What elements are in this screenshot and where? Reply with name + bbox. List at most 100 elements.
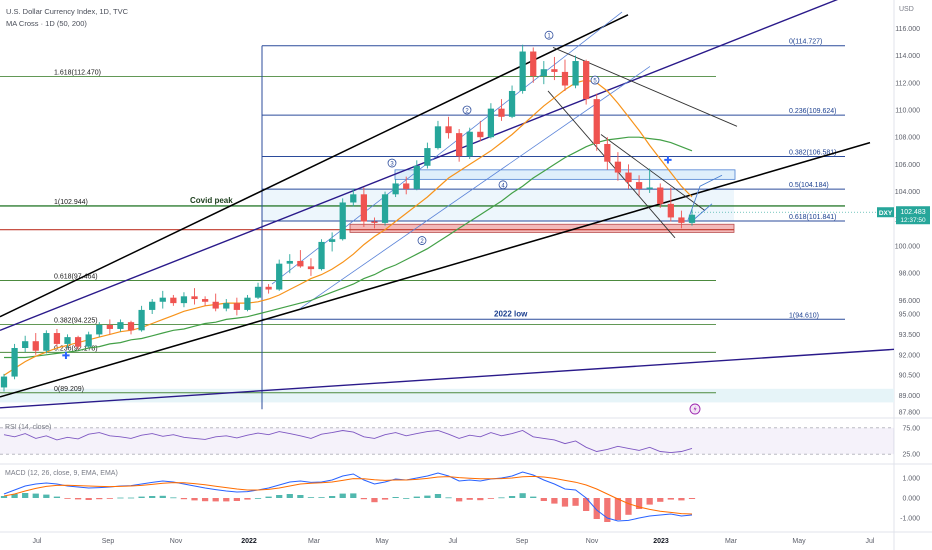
candle [392,179,399,198]
left-fib-label: 1.618(112.470) [54,69,101,76]
macd-histogram-bar [561,498,569,507]
time-axis-label: May [375,538,389,545]
alert-icon-bolt [693,405,697,413]
symbol-title[interactable]: U.S. Dollar Currency Index, 1D, TVC [6,7,128,16]
wave-label-text: 1 [547,34,551,40]
candle-body [0,376,8,388]
macd-histogram-bar [233,498,240,501]
candle-body [265,286,272,290]
macd-histogram-bar [117,497,124,499]
candle-body [635,182,643,189]
price-tag-countdown: 12:37:50 [900,217,926,224]
rising-channel-bottom [299,66,651,309]
candle [456,129,463,162]
candle-body [276,263,283,290]
candle-body [254,286,262,298]
candle-body [201,299,209,302]
macd-histogram-bar [180,498,188,500]
candle [11,343,18,380]
candle [657,183,664,208]
rising-channel-top [271,11,623,285]
price-tick: 106.000 [895,162,920,169]
candle-body [286,260,293,264]
macd-histogram-bar [360,498,368,500]
candle [276,259,283,291]
time-axis-label: May [792,538,806,545]
chart-header: U.S. Dollar Currency Index, 1D, TVC MA C… [6,6,128,30]
covid-peak-label: Covid peak [190,196,233,205]
channel-upper-line [0,0,839,331]
macd-histogram-bar [572,498,579,506]
macd-signal-line [3,475,693,515]
rsi-band [0,427,894,455]
candle [22,335,29,353]
macd-histogram-bar [487,498,495,499]
candle [530,47,537,83]
macd-histogram-bar [392,497,399,498]
down-channel-bottom [547,90,676,239]
candle-body [678,217,685,223]
candle-body [339,202,346,240]
wave-label-circle [462,105,472,115]
macd-histogram-bar [307,497,315,498]
macd-histogram-bar [53,496,61,498]
price-tag-bg [896,206,930,225]
price-tick: 116.000 [895,26,920,33]
candle [191,288,198,305]
time-axis-label: Jul [33,538,42,545]
candle [223,299,230,312]
macd-histogram-bar [138,496,145,498]
candle-body [551,69,558,72]
candle-body [688,214,696,223]
candle [614,152,622,181]
candle [413,160,420,191]
candle [127,320,135,335]
candle-body [43,333,50,351]
macd-histogram-bar [678,498,685,501]
candle-body [604,144,611,162]
price-tick: 112.000 [895,80,920,87]
macd-histogram-bar [170,497,177,499]
macd-tick: -1.000 [900,516,920,523]
macd-histogram-bar [212,498,219,502]
wave-label: 4 [498,180,508,189]
candle [0,373,8,392]
candle-body [180,296,188,304]
candle [540,61,547,85]
candle-body [487,108,495,138]
macd-histogram-bar [519,493,526,498]
candle-body [657,187,664,204]
macd-histogram-bar [466,498,473,500]
low-2022-label: 2022 low [494,309,528,318]
candle [403,176,410,195]
macd-histogram-bar [191,498,198,501]
macd-histogram-bar [254,498,262,499]
macd-histogram-bar [413,496,420,498]
candle [350,188,357,207]
macd-histogram-bar [635,498,643,509]
candle-body [614,161,622,173]
candle-body [106,324,113,329]
candle [424,142,431,169]
candle [498,99,505,121]
candle [201,296,209,306]
indicator-legend[interactable]: MA Cross · 1D (50, 200) [6,19,87,28]
candle [339,198,346,241]
candle-body [297,260,304,267]
macd-histogram-bar [265,496,272,498]
candle-body [96,324,103,335]
candle [85,331,92,348]
candle [551,56,558,81]
macd-histogram-bar [477,498,484,501]
candle-body [74,337,82,347]
candle [635,175,643,196]
price-tag-value: 102.483 [900,209,925,216]
macd-histogram-bar [688,498,696,499]
macd-histogram-bar [381,498,389,500]
candle-body [170,297,177,304]
candle [64,334,71,348]
macd-histogram-bar [657,498,664,502]
time-axis-label: Sep [516,538,529,545]
